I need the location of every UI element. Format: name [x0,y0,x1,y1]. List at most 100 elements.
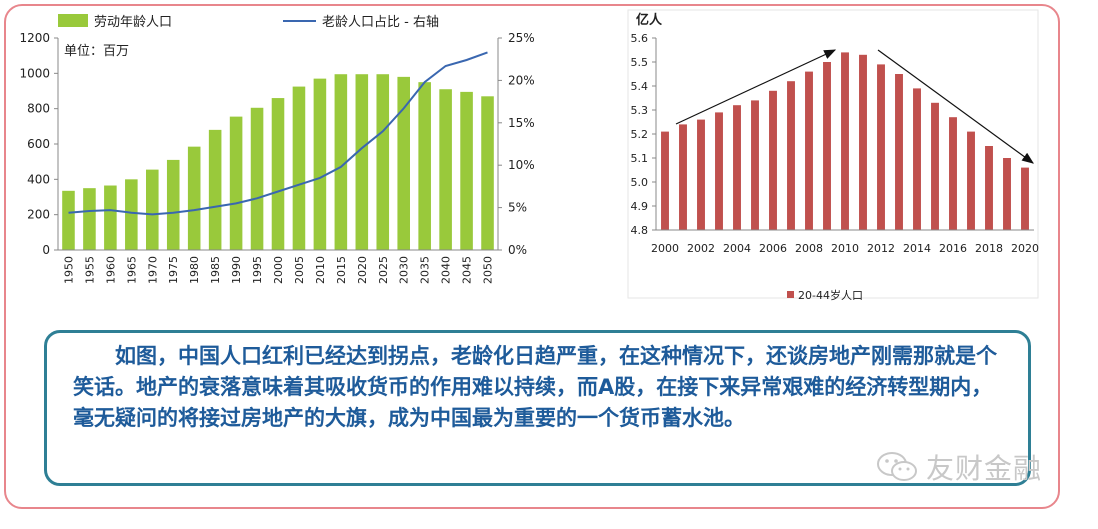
chart2-x-tick-label: 2004 [723,242,751,255]
y2-tick-label: 20% [508,73,535,87]
bar-2016 [949,117,957,230]
y2-tick-label: 25% [508,31,535,45]
bar-1955 [83,188,96,250]
bar-2050 [481,96,494,250]
watermark: 友财金融 [876,447,1042,487]
bar-2015 [334,74,348,250]
x-tick-label: 2005 [293,256,306,284]
bar-2013 [895,74,903,230]
x-tick-label: 1975 [167,256,180,284]
chart2-legend: 20-44岁人口 [787,288,863,302]
bar-2020 [355,74,369,250]
bar-1985 [208,129,222,250]
bar-2005 [292,86,306,250]
x-tick-label: 1995 [251,256,264,284]
legend-label-20-44: 20-44岁人口 [798,288,863,302]
x-tick-label: 1990 [230,256,243,284]
y2-tick-label: 10% [508,158,535,172]
x-tick-label: 1950 [62,256,75,284]
bar-2018 [985,146,993,230]
bar-2000 [661,131,669,230]
bar-2005 [751,100,759,231]
y2-tick-label: 5% [508,201,527,215]
chart2-y-tick-label: 5.1 [631,152,649,165]
trend-arrows [675,49,1034,164]
x-tick-label: 2045 [461,256,474,284]
bar-2010 [313,78,327,250]
chart2-y-tick-label: 5.2 [631,128,649,141]
legend-swatch-20-44 [787,291,794,298]
bar-2045 [460,91,473,250]
chart2-x-tick-label: 2002 [687,242,715,255]
chart2-x-tick-label: 2006 [759,242,787,255]
bar-2019 [1003,158,1011,230]
x-tick-label: 1980 [188,256,201,284]
wechat-icon [876,449,920,485]
chart1-legend: 劳动年龄人口 老龄人口占比 - 右轴 [58,14,439,30]
chart1-unit-note: 单位：百万 [64,44,129,59]
bar-2003 [715,112,723,230]
x-tick-label: 1970 [146,256,159,284]
chart2-x-tick-label: 2008 [795,242,823,255]
x-tick-label: 2010 [314,256,327,284]
bar-2030 [397,76,410,250]
bar-1965 [125,179,138,250]
legend-swatch-working-age [58,14,88,27]
chart2-x-tick-label: 2018 [975,242,1003,255]
elderly-ratio-line [68,51,488,216]
bar-1950 [62,190,75,250]
chart2-y-tick-label: 5.4 [631,80,649,93]
bar-1960 [104,185,117,250]
bar-2012 [877,64,885,231]
bar-2010 [841,52,849,231]
chart2-unit-label: 亿人 [636,12,663,28]
commentary-paragraph: 如图，中国人口红利已经达到拐点，老龄化日趋严重，在这种情况下，还谈房地产刚需那就… [73,341,1006,434]
bar-2017 [967,131,975,230]
y-tick-label: 1000 [19,66,50,80]
bar-2004 [733,105,741,230]
chart2-x-tick-label: 2000 [651,242,679,255]
chart2-y-tick-label: 5.5 [631,56,649,69]
x-tick-label: 2040 [440,256,453,284]
chart2-x-tick-label: 2010 [831,242,859,255]
chart2-x-tick-label: 2012 [867,242,895,255]
commentary-text: 如图，中国人口红利已经达到拐点，老龄化日趋严重，在这种情况下，还谈房地产刚需那就… [73,344,997,430]
bar-2025 [376,74,390,250]
chart2-y-tick-label: 4.9 [631,200,649,213]
x-tick-label: 2050 [482,256,495,284]
bar-2020 [1021,167,1029,230]
watermark-text: 友财金融 [926,452,1043,485]
y2-tick-label: 0% [508,243,527,257]
y-tick-label: 0 [42,243,50,257]
bar-2000 [271,98,285,250]
x-tick-label: 2030 [398,256,411,284]
age-20-44-population-chart: 亿人 4.8 4.9 5.0 5.1 5.2 5.3 5.4 5.5 5.6 2000 2002 20… [627,9,1039,302]
x-tick-label: 2020 [356,256,369,284]
bar-1990 [229,116,243,250]
x-tick-label: 1960 [104,256,117,284]
y-tick-label: 200 [27,208,50,222]
falling-trend-arrow [877,49,1034,164]
bar-2009 [823,62,831,230]
bar-1995 [250,107,264,251]
bar-2011 [859,54,867,230]
bar-2002 [697,119,705,230]
bar-2008 [805,71,813,230]
y-tick-label: 1200 [19,31,50,45]
chart2-y-tick-label: 4.8 [631,224,649,237]
x-tick-label: 2000 [272,256,285,284]
x-tick-label: 1985 [209,256,222,284]
bar-2014 [913,88,921,231]
chart2-x-tick-label: 2014 [903,242,931,255]
chart2-x-tick-label: 2020 [1011,242,1039,255]
bar-2040 [439,89,452,250]
bar-2006 [769,90,777,230]
y-tick-label: 600 [27,137,50,151]
x-tick-label: 1965 [125,256,138,284]
bar-2015 [931,102,939,230]
bar-2035 [418,82,431,251]
bar-1975 [166,159,180,250]
x-tick-label: 2035 [419,256,432,284]
chart2-x-tick-label: 2016 [939,242,967,255]
chart2-y-tick-label: 5.3 [631,104,649,117]
